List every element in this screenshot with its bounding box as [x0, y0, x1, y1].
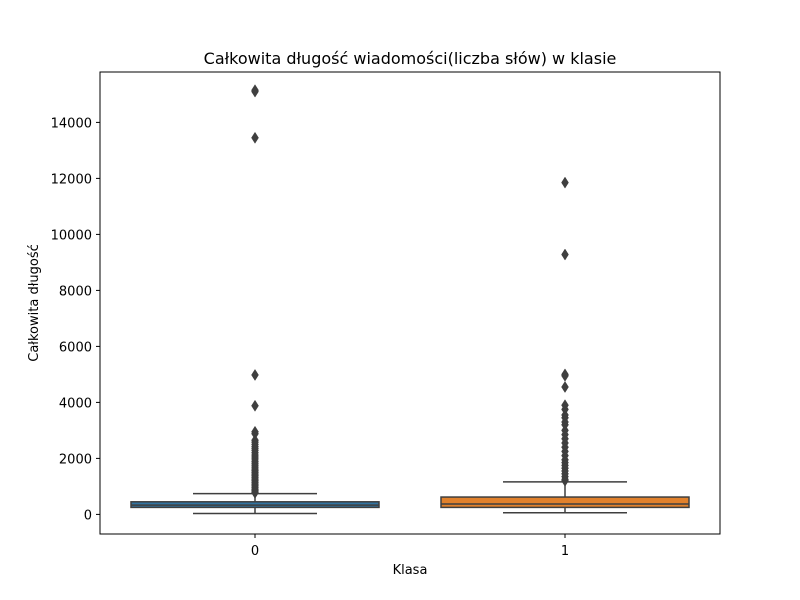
outlier-point — [561, 248, 569, 261]
box-group-0 — [130, 84, 380, 515]
y-tick-label: 12000 — [51, 172, 92, 187]
y-tick-label: 4000 — [59, 396, 92, 411]
y-tick-label: 10000 — [51, 228, 92, 243]
outlier-point — [561, 176, 569, 189]
y-tick-label: 14000 — [51, 116, 92, 131]
x-tick-label: 1 — [561, 544, 569, 559]
outlier-point — [251, 131, 259, 144]
outlier-point — [251, 368, 259, 381]
x-axis-label: Klasa — [393, 563, 428, 578]
y-tick-label: 6000 — [59, 340, 92, 355]
x-tick-label: 0 — [251, 544, 259, 559]
outlier-point — [561, 369, 569, 382]
y-tick-label: 2000 — [59, 452, 92, 467]
plot-frame — [99, 71, 721, 535]
outlier-point — [561, 474, 569, 487]
iqr-box — [440, 496, 690, 509]
box-group-1 — [440, 176, 690, 514]
outlier-point — [251, 486, 259, 499]
y-axis: 0 2000 4000 6000 8000 10000 12000 14000 — [51, 116, 100, 523]
outlier-point — [561, 381, 569, 393]
boxes-layer — [130, 84, 690, 515]
chart-title: Całkowita długość wiadomości(liczba słów… — [204, 49, 617, 68]
y-tick-label: 0 — [84, 508, 92, 523]
y-axis-label: Całkowita długość — [27, 244, 42, 362]
outlier-point — [251, 85, 259, 98]
y-tick-label: 8000 — [59, 284, 92, 299]
outlier-point — [251, 399, 259, 412]
